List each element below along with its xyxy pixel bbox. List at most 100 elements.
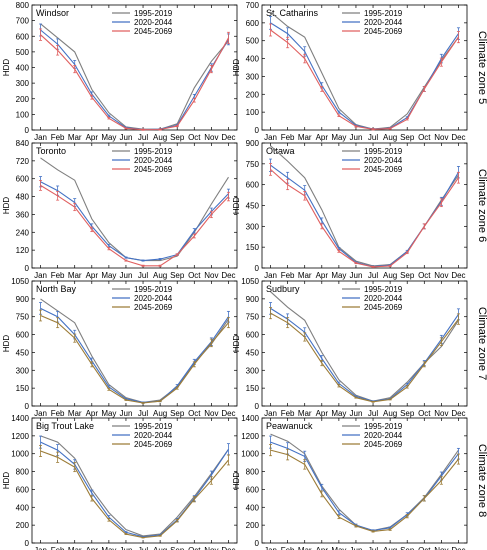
x-tick-label: Oct bbox=[418, 271, 431, 280]
x-tick-label: Aug bbox=[153, 271, 167, 280]
x-tick-label: Jan bbox=[264, 271, 277, 280]
x-tick-label: Jun bbox=[350, 271, 363, 280]
y-axis-label: HDD bbox=[2, 335, 11, 353]
plot-frame bbox=[31, 417, 238, 544]
legend-label: 2045-2069 bbox=[364, 440, 403, 449]
x-tick-label: Apr bbox=[316, 409, 329, 418]
y-tick-label: 1400 bbox=[11, 414, 29, 423]
y-tick-label: 400 bbox=[16, 64, 30, 73]
x-tick-label: Aug bbox=[383, 546, 397, 550]
y-tick-label: 300 bbox=[246, 222, 260, 231]
legend-label: 1995-2019 bbox=[364, 9, 403, 18]
x-tick-label: Sep bbox=[170, 546, 185, 550]
x-tick-label: Oct bbox=[188, 133, 201, 142]
x-tick-label: Jun bbox=[350, 133, 363, 142]
x-tick-label: Jun bbox=[350, 409, 363, 418]
x-tick-label: Sep bbox=[400, 133, 415, 142]
y-tick-label: 600 bbox=[246, 19, 260, 28]
series-line-3 bbox=[270, 449, 459, 532]
y-tick-label: 480 bbox=[16, 193, 30, 202]
legend-label: 2020-2044 bbox=[364, 156, 403, 165]
legend-label: 2045-2069 bbox=[364, 303, 403, 312]
y-tick-label: 1000 bbox=[241, 450, 259, 459]
x-tick-label: Mar bbox=[298, 271, 312, 280]
x-tick-label: Dec bbox=[451, 546, 465, 550]
x-tick-label: Apr bbox=[86, 409, 99, 418]
plot-frame bbox=[261, 417, 468, 544]
y-tick-label: 300 bbox=[16, 79, 30, 88]
plot-frame bbox=[261, 4, 468, 131]
y-tick-label: 200 bbox=[246, 521, 260, 530]
x-tick-label: Nov bbox=[434, 546, 448, 550]
series-line-2 bbox=[270, 22, 459, 130]
legend-label: 1995-2019 bbox=[134, 422, 173, 431]
y-tick-label: 900 bbox=[246, 295, 260, 304]
x-tick-label: Jan bbox=[34, 271, 47, 280]
x-tick-label: May bbox=[101, 133, 116, 142]
y-tick-label: 300 bbox=[246, 72, 260, 81]
x-tick-label: Mar bbox=[68, 409, 82, 418]
series-line-3 bbox=[270, 312, 459, 403]
y-tick-label: 600 bbox=[16, 32, 30, 41]
y-tick-label: 200 bbox=[16, 521, 30, 530]
chart-panel-3: 0 120 240 360 480 600 720 840 Jan Feb Mar Apr May Jun… bbox=[2, 139, 238, 280]
x-tick-label: May bbox=[331, 546, 346, 550]
x-tick-label: Jan bbox=[264, 546, 277, 550]
x-tick-label: Jul bbox=[368, 409, 378, 418]
y-tick-label: 750 bbox=[246, 160, 260, 169]
x-tick-label: Jul bbox=[138, 133, 148, 142]
x-tick-label: Feb bbox=[51, 409, 65, 418]
x-tick-label: Dec bbox=[221, 133, 235, 142]
y-axis-label: HDD bbox=[2, 59, 11, 77]
legend-label: 1995-2019 bbox=[364, 422, 403, 431]
y-tick-label: 700 bbox=[16, 17, 30, 26]
y-tick-label: 0 bbox=[25, 264, 30, 273]
x-tick-label: Sep bbox=[400, 546, 415, 550]
y-tick-label: 120 bbox=[16, 246, 30, 255]
y-tick-label: 800 bbox=[16, 468, 30, 477]
x-tick-label: Mar bbox=[68, 271, 82, 280]
y-tick-label: 1400 bbox=[241, 414, 259, 423]
x-tick-label: Oct bbox=[418, 409, 431, 418]
legend-label: 1995-2019 bbox=[134, 9, 173, 18]
legend-label: 1995-2019 bbox=[364, 285, 403, 294]
x-tick-label: Feb bbox=[281, 546, 295, 550]
y-tick-label: 150 bbox=[246, 243, 260, 252]
y-tick-label: 360 bbox=[16, 210, 30, 219]
legend-label: 2020-2044 bbox=[364, 431, 403, 440]
x-tick-label: Jul bbox=[368, 546, 378, 550]
y-tick-label: 1050 bbox=[241, 277, 259, 286]
y-axis-label: HDD bbox=[2, 472, 11, 490]
y-tick-label: 240 bbox=[16, 228, 30, 237]
x-tick-label: Mar bbox=[68, 546, 82, 550]
y-tick-label: 720 bbox=[16, 157, 30, 166]
legend-label: 2045-2069 bbox=[134, 303, 173, 312]
series-line-1 bbox=[40, 23, 229, 130]
y-tick-label: 400 bbox=[246, 503, 260, 512]
chart-panel-1: 0 100 200 300 400 500 600 700 800 Jan Feb Mar Apr May… bbox=[2, 1, 238, 142]
y-axis-label: HDD bbox=[2, 197, 11, 215]
y-tick-label: 150 bbox=[246, 384, 260, 393]
y-tick-label: 600 bbox=[16, 485, 30, 494]
chart-panel-5: 0 150 300 450 600 750 900 1050 Jan Feb Mar Apr May Ju… bbox=[2, 277, 238, 418]
station-title: Toronto bbox=[36, 146, 66, 156]
y-tick-label: 600 bbox=[246, 485, 260, 494]
x-tick-label: Oct bbox=[418, 133, 431, 142]
x-tick-label: Feb bbox=[281, 409, 295, 418]
x-tick-label: Dec bbox=[221, 409, 235, 418]
legend-label: 2045-2069 bbox=[364, 27, 403, 36]
x-tick-label: May bbox=[101, 546, 116, 550]
series-line-2 bbox=[40, 307, 229, 403]
y-tick-label: 840 bbox=[16, 139, 30, 148]
y-tick-label: 600 bbox=[246, 181, 260, 190]
y-tick-label: 800 bbox=[246, 468, 260, 477]
x-tick-label: May bbox=[331, 409, 346, 418]
x-tick-label: Jul bbox=[138, 546, 148, 550]
y-tick-label: 700 bbox=[246, 1, 260, 10]
series-line-1 bbox=[40, 435, 229, 537]
y-tick-label: 300 bbox=[16, 366, 30, 375]
x-tick-label: Apr bbox=[86, 133, 99, 142]
y-tick-label: 200 bbox=[16, 95, 30, 104]
